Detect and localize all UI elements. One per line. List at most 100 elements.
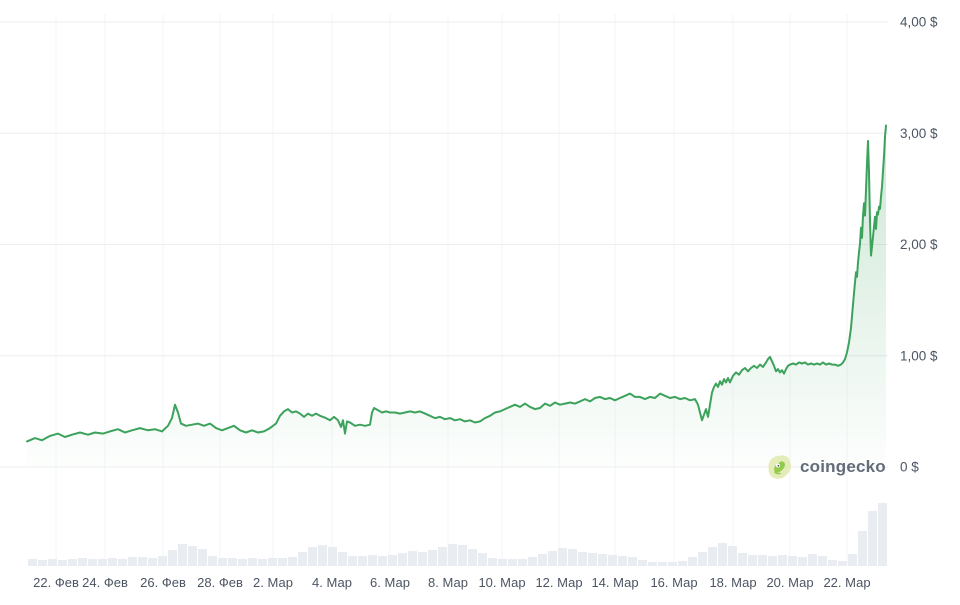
gecko-icon xyxy=(768,454,792,479)
volume-bar xyxy=(728,546,737,566)
vertical-gridlines xyxy=(55,14,848,566)
price-line[interactable] xyxy=(26,124,887,443)
volume-bar xyxy=(808,554,817,566)
volume-bar xyxy=(248,558,257,566)
volume-bar xyxy=(188,546,197,566)
volume-bar xyxy=(488,558,497,566)
volume-bar xyxy=(428,550,437,566)
x-tick-label: 16. Мар xyxy=(650,575,697,590)
volume-bar xyxy=(38,560,47,566)
volume-bar xyxy=(508,559,517,566)
volume-bar xyxy=(818,556,827,566)
volume-bar xyxy=(418,552,427,566)
volume-bar xyxy=(778,555,787,566)
volume-bar xyxy=(838,561,847,566)
volume-bar xyxy=(858,531,867,566)
x-tick-label: 26. Фев xyxy=(140,575,186,590)
volume-bar xyxy=(258,559,267,566)
volume-bar xyxy=(98,559,107,566)
volume-bar xyxy=(238,559,247,566)
volume-bar xyxy=(618,556,627,566)
y-tick-label: 1,00 $ xyxy=(900,348,938,363)
volume-bar xyxy=(118,559,127,566)
volume-bar xyxy=(218,558,227,566)
volume-bar xyxy=(538,554,547,566)
volume-bar xyxy=(828,560,837,566)
volume-bar xyxy=(208,556,217,566)
volume-bar xyxy=(578,552,587,566)
volume-bar xyxy=(868,511,877,566)
volume-bar xyxy=(738,553,747,566)
volume-bar xyxy=(178,544,187,566)
x-tick-label: 14. Мар xyxy=(591,575,638,590)
volume-bar xyxy=(78,558,87,566)
volume-bar xyxy=(638,560,647,566)
volume-bar xyxy=(138,557,147,566)
volume-bar xyxy=(48,559,57,566)
volume-bar xyxy=(408,551,417,566)
y-axis-labels: 4,00 $ 3,00 $ 2,00 $ 1,00 $ 0 $ xyxy=(900,15,938,475)
volume-bar xyxy=(678,561,687,566)
volume-bar xyxy=(798,557,807,566)
volume-bar xyxy=(568,549,577,566)
volume-bar xyxy=(308,547,317,566)
y-tick-label: 0 $ xyxy=(900,460,919,475)
volume-bar xyxy=(128,557,137,566)
x-tick-label: 18. Мар xyxy=(709,575,756,590)
x-tick-label: 2. Мар xyxy=(253,575,293,590)
volume-bar xyxy=(398,553,407,566)
volume-bar xyxy=(158,556,167,566)
volume-bar xyxy=(68,559,77,566)
x-tick-label: 4. Мар xyxy=(312,575,352,590)
volume-bar xyxy=(758,555,767,566)
volume-bar xyxy=(478,553,487,566)
volume-bar xyxy=(668,562,677,566)
volume-bar xyxy=(148,558,157,566)
x-tick-label: 22. Фев xyxy=(33,575,79,590)
volume-bar xyxy=(548,551,557,566)
volume-bar xyxy=(788,556,797,566)
volume-bar xyxy=(58,560,67,566)
y-tick-label: 2,00 $ xyxy=(900,237,938,252)
x-tick-label: 24. Фев xyxy=(82,575,128,590)
volume-bar xyxy=(288,557,297,566)
volume-bar xyxy=(468,549,477,566)
volume-bar xyxy=(658,562,667,566)
volume-bar xyxy=(88,559,97,566)
volume-bar xyxy=(558,548,567,566)
volume-bar xyxy=(768,556,777,566)
coingecko-watermark: coingecko xyxy=(766,452,886,482)
volume-bar xyxy=(698,552,707,566)
volume-bar xyxy=(388,555,397,566)
volume-bar xyxy=(318,545,327,566)
volume-bar xyxy=(458,545,467,566)
volume-bar xyxy=(328,547,337,566)
volume-bar xyxy=(358,556,367,566)
volume-bar xyxy=(348,556,357,566)
volume-bar xyxy=(108,558,117,566)
volume-bar xyxy=(168,550,177,566)
volume-bar xyxy=(368,555,377,566)
x-tick-label: 28. Фев xyxy=(197,575,243,590)
y-tick-label: 3,00 $ xyxy=(900,126,938,141)
volume-bar xyxy=(718,543,727,566)
volume-bar xyxy=(648,562,657,566)
volume-bar xyxy=(598,554,607,566)
volume-bar xyxy=(748,555,757,566)
x-tick-label: 22. Мар xyxy=(823,575,870,590)
volume-bar xyxy=(608,555,617,566)
y-tick-label: 4,00 $ xyxy=(900,15,938,30)
x-tick-label: 12. Мар xyxy=(535,575,582,590)
volume-bar xyxy=(338,552,347,566)
x-tick-label: 20. Мар xyxy=(766,575,813,590)
volume-bar xyxy=(268,558,277,566)
volume-bar xyxy=(498,559,507,566)
coingecko-wordmark: coingecko xyxy=(800,457,886,476)
volume-bar xyxy=(438,547,447,566)
x-tick-label: 6. Мар xyxy=(370,575,410,590)
volume-bar xyxy=(848,554,857,566)
volume-bar xyxy=(378,556,387,566)
price-area-fill xyxy=(27,125,886,467)
